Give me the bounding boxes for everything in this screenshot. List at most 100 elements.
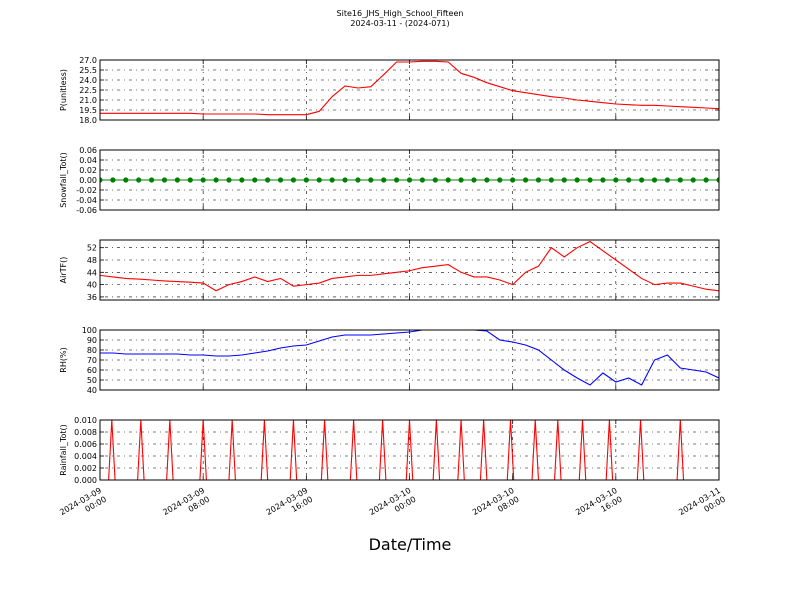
data-marker <box>394 177 400 183</box>
axes-frame <box>99 149 720 211</box>
y-tick-label: 100 <box>82 326 97 335</box>
data-marker <box>716 177 719 183</box>
data-line <box>100 329 719 386</box>
y-tick-label: 40 <box>87 386 97 395</box>
y-tick-label: 18.0 <box>79 116 97 125</box>
data-marker <box>458 177 464 183</box>
plot-area <box>100 60 719 116</box>
y-tick-label: 0.008 <box>74 428 97 437</box>
y-axis-label: Rainfall_Tot() <box>59 424 68 476</box>
y-tick-label: 0.04 <box>79 156 97 165</box>
data-marker <box>600 177 606 183</box>
y-tick-label: 0.006 <box>74 440 97 449</box>
y-tick-label: 44 <box>87 268 97 277</box>
y-tick-label: 50 <box>87 376 97 385</box>
panel: -0.06-0.04-0.020.000.020.040.06 Snowfall_… <box>59 146 720 215</box>
data-marker <box>484 177 490 183</box>
y-tick-label: -0.06 <box>76 206 97 215</box>
y-tick-label: -0.02 <box>76 186 97 195</box>
data-marker <box>419 177 425 183</box>
data-marker <box>355 177 361 183</box>
y-tick-label: 0.010 <box>74 416 97 425</box>
data-marker <box>690 177 696 183</box>
y-tick-label: -0.04 <box>76 196 97 205</box>
y-tick-label: 36 <box>87 293 97 302</box>
plot-area <box>100 329 719 386</box>
data-marker <box>174 177 180 183</box>
data-marker <box>381 177 387 183</box>
y-tick-label: 0.004 <box>74 452 97 461</box>
data-marker <box>252 177 258 183</box>
y-tick-label: 19.5 <box>79 106 97 115</box>
data-marker <box>226 177 232 183</box>
panel: 0.000 0.002 0.004 0.006 0.008 0.010 Rainfall_T… <box>58 416 727 526</box>
y-tick-label: 0.06 <box>79 146 97 155</box>
data-marker <box>471 177 477 183</box>
data-marker <box>626 177 632 183</box>
x-tick-label: 2024-03-1100:00 <box>677 486 727 526</box>
data-marker <box>406 177 413 183</box>
x-tick-label: 2024-03-1008:00 <box>471 486 521 526</box>
data-marker <box>574 177 580 183</box>
data-marker <box>497 177 503 183</box>
y-tick-label: 52 <box>87 244 97 253</box>
y-axis-label: AirTF() <box>59 257 68 284</box>
data-marker <box>639 177 645 183</box>
data-marker <box>123 177 129 183</box>
y-tick-label: 24.0 <box>79 76 97 85</box>
data-marker <box>445 177 451 183</box>
data-marker <box>522 177 529 183</box>
y-axis-label: P(unitless) <box>59 69 68 111</box>
x-tick-label: 2024-03-0900:00 <box>58 486 108 526</box>
data-marker <box>290 177 297 183</box>
y-tick-label: 80 <box>87 346 97 355</box>
data-marker <box>651 177 658 183</box>
plot-area <box>100 177 719 183</box>
y-axis-label: Snowfall_Tot() <box>59 152 68 208</box>
data-marker <box>587 177 593 183</box>
data-marker <box>200 177 206 183</box>
data-marker <box>329 177 335 183</box>
y-tick-label: 90 <box>87 336 97 345</box>
data-marker <box>187 177 193 183</box>
y-tick-label: 0.000 <box>74 476 97 485</box>
x-axis-label: Date/Time <box>369 535 452 554</box>
data-marker <box>664 177 671 183</box>
data-marker <box>213 177 219 183</box>
data-marker <box>303 177 309 183</box>
data-marker <box>703 177 709 183</box>
data-marker <box>613 177 619 183</box>
y-tick-label: 0.02 <box>79 166 97 175</box>
data-marker <box>510 177 516 183</box>
data-marker <box>368 177 374 183</box>
data-marker <box>535 177 542 183</box>
axes-frame <box>99 59 720 121</box>
y-tick-label: 27.0 <box>79 56 97 65</box>
data-marker <box>110 177 116 183</box>
data-marker <box>239 177 245 183</box>
data-marker <box>548 177 554 183</box>
figure-subtitle: 2024-03-11 - (2024-071) <box>350 19 449 28</box>
data-marker <box>136 177 142 183</box>
x-tick-label: 2024-03-1000:00 <box>368 486 418 526</box>
data-marker <box>277 177 284 183</box>
axes-frame <box>99 419 720 481</box>
x-tick-label: 2024-03-0916:00 <box>265 486 315 526</box>
figure-title: Site16_JHS_High_School_Fifteen <box>337 9 464 18</box>
y-tick-label: 25.5 <box>79 66 97 75</box>
y-tick-label: 22.5 <box>79 86 97 95</box>
y-tick-label: 0.002 <box>74 464 97 473</box>
axes-frame <box>99 239 720 301</box>
data-marker <box>561 177 567 183</box>
panel: 36 40 44 48 52 AirTF() <box>59 239 720 302</box>
y-tick-label: 21.0 <box>79 96 97 105</box>
plot-area <box>100 240 719 292</box>
data-marker <box>677 177 683 183</box>
data-marker <box>316 177 322 183</box>
data-line <box>100 240 719 292</box>
x-tick-label: 2024-03-1016:00 <box>574 486 624 526</box>
axes-frame <box>99 329 720 391</box>
y-tick-label: 0.00 <box>79 176 97 185</box>
